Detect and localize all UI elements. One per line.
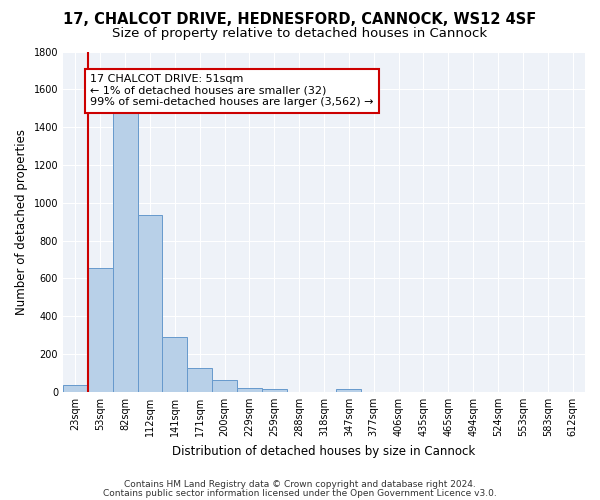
Bar (187, 368, 212, 392)
Text: Contains HM Land Registry data © Crown copyright and database right 2024.: Contains HM Land Registry data © Crown c… (124, 480, 476, 489)
Text: Size of property relative to detached houses in Cannock: Size of property relative to detached ho… (112, 28, 488, 40)
Text: 17, CHALCOT DRIVE, HEDNESFORD, CANNOCK, WS12 4SF: 17, CHALCOT DRIVE, HEDNESFORD, CANNOCK, … (64, 12, 536, 28)
Bar (88, 268, 113, 392)
Bar (237, 388, 262, 392)
Bar (63, 384, 88, 392)
Bar (163, 337, 187, 392)
Bar (113, 113, 137, 392)
Bar (137, 215, 163, 392)
Y-axis label: Number of detached properties: Number of detached properties (15, 128, 28, 314)
Bar (212, 380, 237, 392)
Text: Contains public sector information licensed under the Open Government Licence v3: Contains public sector information licen… (103, 488, 497, 498)
Text: 17 CHALCOT DRIVE: 51sqm
← 1% of detached houses are smaller (32)
99% of semi-det: 17 CHALCOT DRIVE: 51sqm ← 1% of detached… (91, 74, 374, 108)
Bar (337, 390, 361, 392)
X-axis label: Distribution of detached houses by size in Cannock: Distribution of detached houses by size … (172, 444, 476, 458)
Bar (262, 389, 287, 392)
